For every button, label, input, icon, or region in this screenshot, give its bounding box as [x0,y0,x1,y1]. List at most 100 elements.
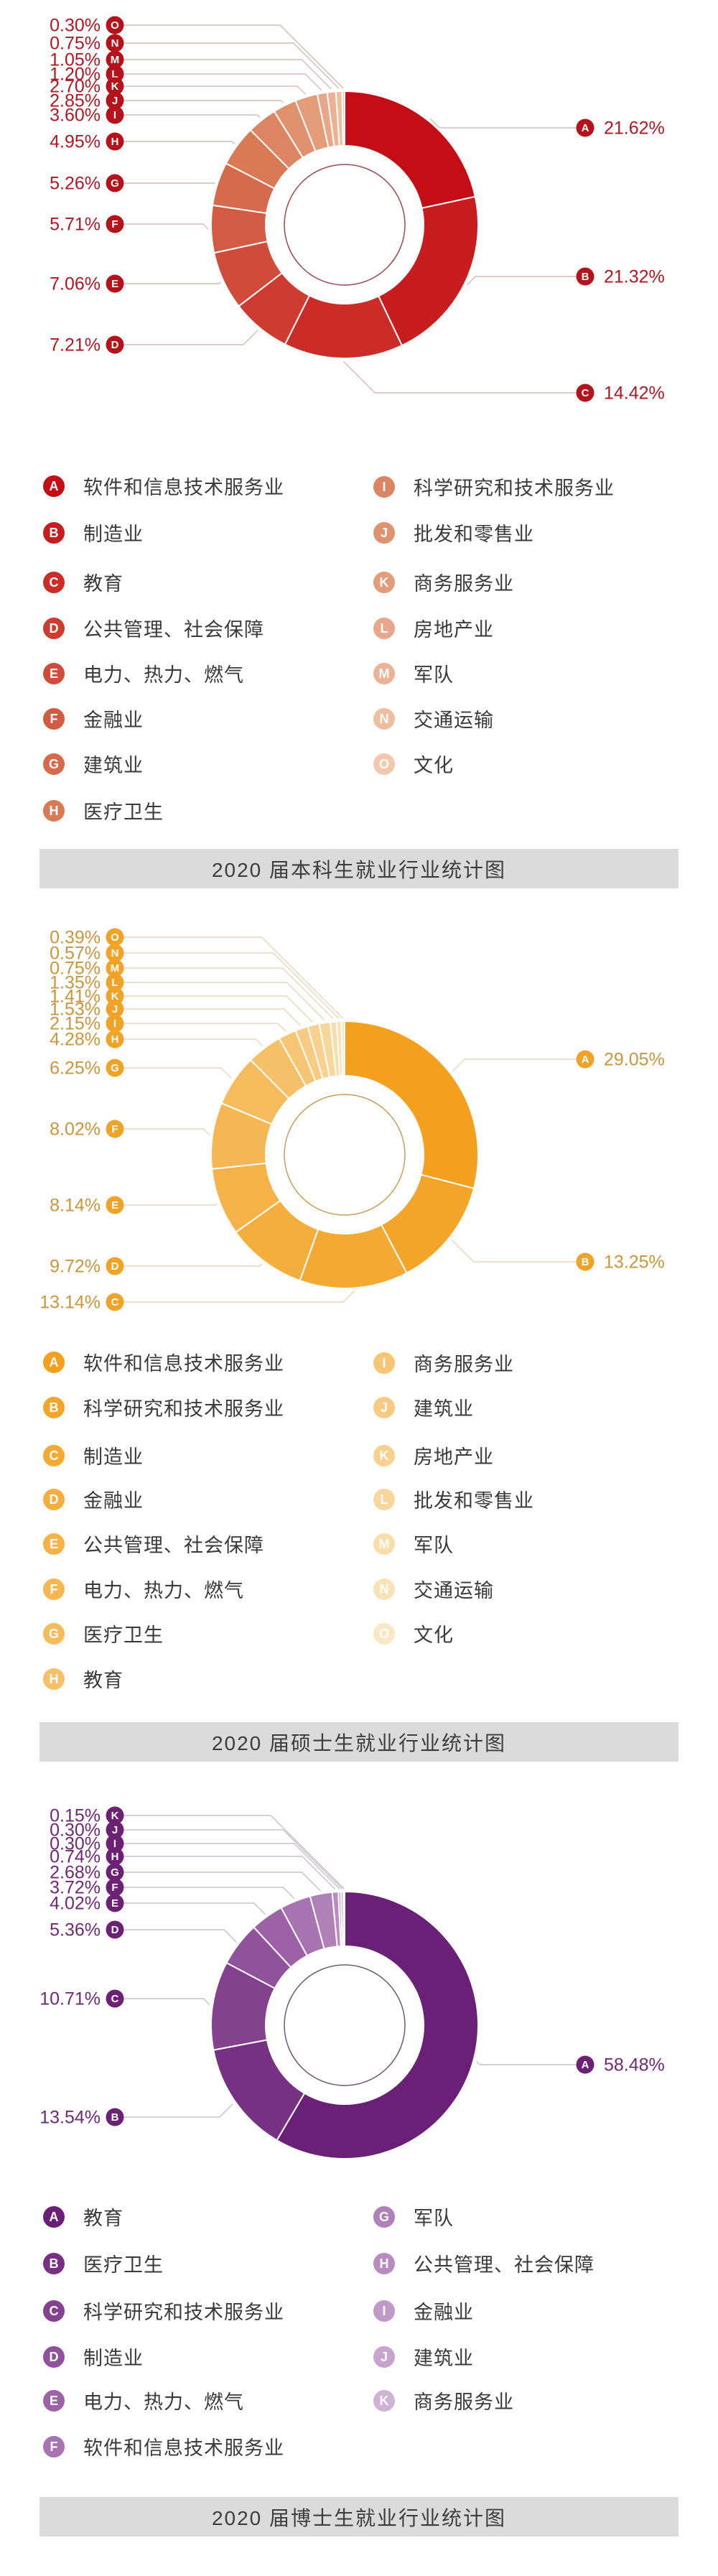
callout-percent-M: 1.05% [50,50,101,70]
legend-label-N: 交通运输 [414,710,494,731]
leader-line-B [123,2103,234,2118]
legend-badge-H: H [373,2252,395,2274]
callout-percent-A: 29.05% [604,1050,665,1070]
legend-item-L: L 房地产业 [373,614,494,642]
leader-line-F [123,1887,295,1899]
legend-item-G: G 建筑业 [43,750,144,778]
callout-badge-M [106,959,124,977]
leader-line-D [123,330,258,345]
callout-percent-E: 8.14% [50,1196,101,1216]
callout-badge-J [106,1821,124,1839]
callout-percent-G: 5.26% [50,174,101,194]
callout-badge-K [106,1806,124,1825]
callout-badge-H [106,1030,124,1048]
callout-percent-L: 1.35% [50,973,101,993]
legend-label-H: 公共管理、社会保障 [414,2254,595,2276]
legend-item-B: B 科学研究和技术服务业 [43,1393,284,1421]
callout-badge-B [576,1252,595,1271]
legend-label-A: 软件和信息技术服务业 [83,477,284,498]
leader-line-M [123,967,334,1020]
legend-label-A: 教育 [83,2208,123,2229]
callout-badge-C [106,1293,124,1311]
legend-badge-I: I [373,1352,395,1374]
legend-item-G: G 军队 [373,2203,454,2231]
legend-item-K: K 商务服务业 [373,2386,514,2414]
legend-item-I: I 科学研究和技术服务业 [373,473,615,501]
callout-badge-letter-A: A [582,2059,589,2071]
legend-label-J: 批发和零售业 [414,524,534,545]
callout-badge-letter-A: A [582,1054,589,1066]
legend-item-B: B 医疗卫生 [43,2249,164,2277]
legend-item-A: A 软件和信息技术服务业 [43,472,284,500]
chart-1-title: 2020 届本科生就业行业统计图 [39,849,679,888]
legend-badge-F: F [43,2435,65,2458]
callout-percent-B: 13.54% [39,2108,101,2128]
leader-line-C [123,1291,355,1303]
callout-badge-H [106,1847,124,1866]
callout-percent-K: 2.70% [50,77,101,97]
callout-badge-letter-M: M [111,54,120,66]
leader-line-K [123,995,313,1023]
callout-percent-K: 0.15% [50,1806,101,1826]
callout-percent-M: 0.75% [50,959,101,979]
inner-ring [284,1964,406,2086]
leader-line-N [123,42,340,89]
legend-item-G: G 医疗卫生 [43,1619,164,1647]
callout-badge-A [576,2055,595,2074]
legend-badge-N: N [373,707,395,730]
legend-badge-A: A [43,1351,65,1373]
legend-label-H: 医疗卫生 [83,801,164,823]
legend-label-M: 军队 [414,1535,454,1556]
callout-badge-letter-F: F [111,218,118,231]
legend-badge-K: K [373,1444,395,1466]
callout-badge-D [106,1920,124,1939]
callout-badge-letter-K: K [111,1810,119,1822]
callout-badge-letter-E: E [111,278,118,290]
callout-percent-B: 21.32% [604,267,665,287]
legend-badge-G: G [43,753,65,775]
callout-badge-letter-C: C [582,387,589,399]
callout-badge-letter-N: N [111,947,119,959]
legend-item-K: K 房地产业 [373,1441,494,1469]
callout-percent-G: 2.68% [50,1863,101,1883]
leader-line-I [123,1843,340,1889]
leader-line-A [429,118,577,129]
donut-slice-B [378,195,479,346]
leader-line-F [123,223,209,230]
callout-percent-C: 10.71% [39,1989,101,2009]
callout-badge-letter-E: E [111,1199,118,1212]
callout-percent-A: 58.48% [604,2055,665,2075]
donut-chart-1: O 0.30% N 0.75% M 1.05% L 1.20% K 2.70% J 2.85% I 3.6… [50,16,665,404]
legend-badge-B: B [43,2252,65,2274]
callout-badge-O [106,928,124,947]
callout-badge-A [576,1050,595,1069]
callout-badge-N [106,34,124,52]
callout-badge-K [106,987,124,1005]
callout-badge-letter-I: I [113,1838,116,1850]
legend-badge-B: B [43,1396,65,1418]
legend-label-F: 电力、热力、燃气 [83,1580,244,1601]
callout-badge-letter-C: C [111,1296,119,1308]
legend-label-I: 科学研究和技术服务业 [414,478,615,499]
legend-label-A: 软件和信息技术服务业 [83,1353,284,1375]
legend-item-I: I 金融业 [373,2297,474,2325]
callout-badge-letter-N: N [111,37,119,50]
leader-line-A [452,1059,577,1072]
legend-item-D: D 公共管理、社会保障 [43,614,264,642]
legend-item-H: H 医疗卫生 [43,796,164,824]
legend-label-G: 医疗卫生 [83,1624,164,1646]
callout-percent-F: 5.71% [50,215,101,235]
callout-badge-I [106,1014,124,1033]
leader-line-H [123,141,236,145]
legend-badge-A: A [43,2205,65,2228]
legend-item-B: B 制造业 [43,519,144,547]
leader-line-G [123,1067,232,1079]
donut-slice-O [341,90,345,147]
leader-line-D [123,1263,263,1267]
callout-badge-letter-F: F [111,1882,118,1894]
leader-line-H [123,1038,264,1046]
callout-percent-D: 7.21% [50,335,101,355]
legend-badge-H: H [43,1668,65,1690]
legend-item-K: K 商务服务业 [373,568,514,596]
callout-badge-letter-I: I [113,109,116,121]
